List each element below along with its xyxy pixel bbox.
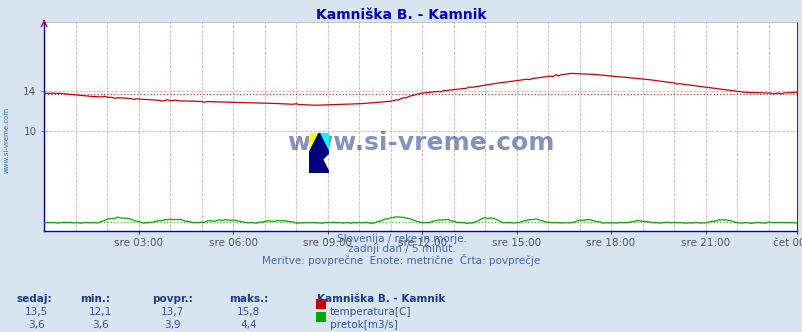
Text: 15,8: 15,8: [237, 307, 260, 317]
Polygon shape: [319, 133, 329, 153]
Text: Meritve: povprečne  Enote: metrične  Črta: povprečje: Meritve: povprečne Enote: metrične Črta:…: [262, 254, 540, 266]
Text: temperatura[C]: temperatura[C]: [330, 307, 411, 317]
Text: povpr.:: povpr.:: [152, 294, 193, 304]
Text: 4,4: 4,4: [241, 320, 257, 330]
Text: min.:: min.:: [80, 294, 110, 304]
Text: Kamniška B. - Kamnik: Kamniška B. - Kamnik: [317, 294, 445, 304]
Text: Kamniška B. - Kamnik: Kamniška B. - Kamnik: [316, 8, 486, 22]
Polygon shape: [309, 153, 329, 173]
Polygon shape: [309, 133, 329, 173]
Polygon shape: [309, 133, 319, 153]
Text: www.si-vreme.com: www.si-vreme.com: [286, 131, 554, 155]
Text: 3,6: 3,6: [92, 320, 108, 330]
Text: 12,1: 12,1: [89, 307, 111, 317]
Text: 3,9: 3,9: [164, 320, 180, 330]
Text: sedaj:: sedaj:: [16, 294, 51, 304]
Text: www.si-vreme.com: www.si-vreme.com: [3, 106, 10, 173]
Text: maks.:: maks.:: [229, 294, 268, 304]
Text: zadnji dan / 5 minut.: zadnji dan / 5 minut.: [347, 244, 455, 254]
Text: 3,6: 3,6: [28, 320, 44, 330]
Text: 13,7: 13,7: [161, 307, 184, 317]
Text: pretok[m3/s]: pretok[m3/s]: [330, 320, 397, 330]
Text: Slovenija / reke in morje.: Slovenija / reke in morje.: [336, 234, 466, 244]
Text: 13,5: 13,5: [25, 307, 47, 317]
